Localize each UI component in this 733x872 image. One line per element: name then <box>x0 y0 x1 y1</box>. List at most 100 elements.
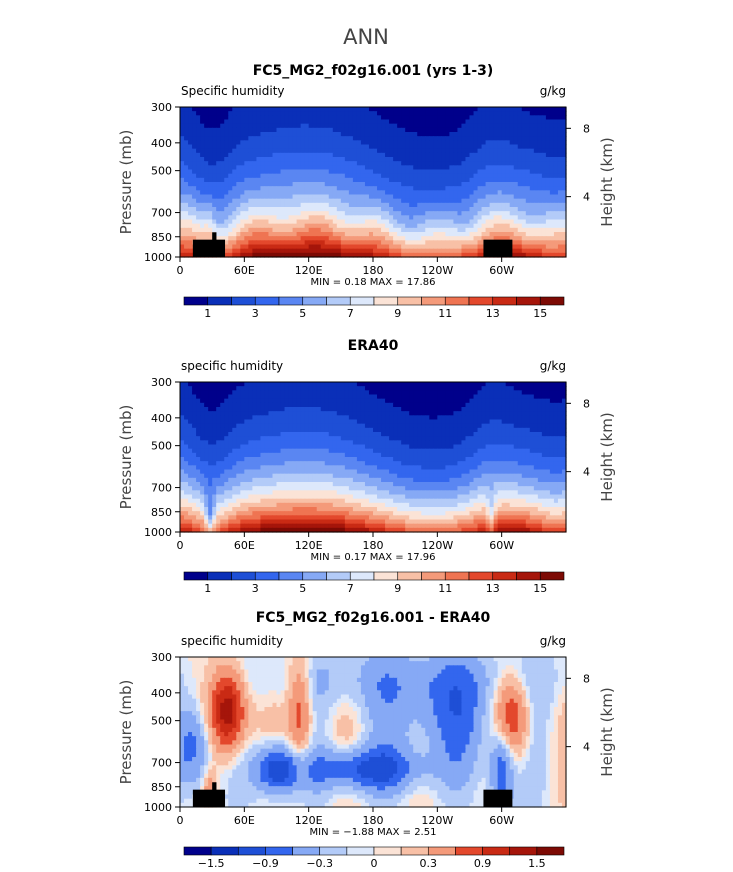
heatmap-cell <box>248 232 253 237</box>
heatmap-cell <box>397 223 402 229</box>
heatmap-cell <box>248 115 253 121</box>
heatmap-cell <box>501 182 507 187</box>
heatmap-cell <box>232 127 237 133</box>
heatmap-cell <box>204 382 209 387</box>
heatmap-cell <box>469 248 475 254</box>
heatmap-cell <box>208 198 213 204</box>
heatmap-cell <box>236 432 241 437</box>
heatmap-cell <box>324 123 330 129</box>
heatmap-cell <box>332 140 338 146</box>
heatmap-cell <box>368 152 374 158</box>
heatmap-cell <box>204 148 209 154</box>
heatmap-cell <box>304 202 310 208</box>
heatmap-cell <box>252 211 257 216</box>
heatmap-cell <box>433 144 438 150</box>
heatmap-cell <box>537 194 543 200</box>
heatmap-cell <box>312 173 318 179</box>
heatmap-cell <box>264 211 270 216</box>
heatmap-cell <box>413 423 418 429</box>
heatmap-cell <box>248 427 253 433</box>
heatmap-cell <box>561 411 567 416</box>
heatmap-cell <box>545 198 551 204</box>
heatmap-cell <box>340 111 346 116</box>
heatmap-cell <box>244 194 249 200</box>
heatmap-cell <box>180 415 185 421</box>
heatmap-cell <box>385 115 390 121</box>
heatmap-cell <box>449 252 455 258</box>
heatmap-cell <box>533 136 539 141</box>
heatmap-cell <box>537 244 543 250</box>
heatmap-cell <box>304 169 310 175</box>
heatmap-cell <box>344 111 350 116</box>
heatmap-cell <box>256 423 262 429</box>
heatmap-cell <box>409 115 414 121</box>
heatmap-cell <box>425 169 430 175</box>
heatmap-cell <box>405 136 410 141</box>
heatmap-cell <box>557 223 563 229</box>
heatmap-cell <box>501 157 507 162</box>
heatmap-cell <box>513 415 519 421</box>
heatmap-cell <box>248 119 253 125</box>
heatmap-cell <box>401 411 406 416</box>
heatmap-cell <box>525 398 531 404</box>
heatmap-cell <box>240 136 245 141</box>
heatmap-cell <box>517 115 523 121</box>
heatmap-cell <box>509 148 515 154</box>
heatmap-cell <box>373 227 378 233</box>
heatmap-cell <box>485 186 491 191</box>
heatmap-cell <box>240 248 245 254</box>
heatmap-cell <box>453 240 459 246</box>
heatmap-cell <box>409 390 414 396</box>
heatmap-cell <box>268 223 274 229</box>
heatmap-cell <box>200 152 205 158</box>
heatmap-cell <box>425 198 430 204</box>
heatmap-cell <box>545 436 551 441</box>
heatmap-cell <box>280 111 286 116</box>
heatmap-cell <box>449 415 455 421</box>
heatmap-cell <box>252 194 257 200</box>
heatmap-cell <box>425 202 430 208</box>
heatmap-cell <box>449 157 455 162</box>
heatmap-cell <box>449 402 455 408</box>
heatmap-cell <box>461 144 467 150</box>
heatmap-cell <box>312 211 318 216</box>
heatmap-cell <box>264 440 270 446</box>
heatmap-cell <box>409 244 414 250</box>
heatmap-cell <box>216 169 221 175</box>
heatmap-cell <box>549 394 555 400</box>
heatmap-cell <box>509 432 515 437</box>
heatmap-cell <box>433 244 438 250</box>
heatmap-cell <box>344 198 350 204</box>
heatmap-cell <box>276 177 282 183</box>
heatmap-cell <box>364 419 370 425</box>
heatmap-cell <box>184 144 189 150</box>
heatmap-cell <box>445 140 450 146</box>
heatmap-cell <box>232 190 237 196</box>
heatmap-cell <box>312 386 318 391</box>
heatmap-cell <box>385 144 390 150</box>
heatmap-cell <box>401 227 406 233</box>
heatmap-cell <box>280 219 286 225</box>
heatmap-cell <box>240 202 245 208</box>
heatmap-cell <box>373 186 378 191</box>
heatmap-cell <box>268 398 274 404</box>
heatmap-cell <box>192 444 197 450</box>
heatmap-cell <box>340 177 346 183</box>
heatmap-cell <box>405 382 410 387</box>
heatmap-cell <box>437 127 442 133</box>
heatmap-cell <box>300 177 306 183</box>
heatmap-cell <box>465 211 471 216</box>
heatmap-cell <box>336 386 342 391</box>
heatmap-cell <box>320 182 326 187</box>
heatmap-cell <box>417 177 422 183</box>
colorbar-box <box>492 296 517 306</box>
heatmap-cell <box>232 436 237 441</box>
heatmap-cell <box>461 407 467 412</box>
heatmap-cell <box>208 219 213 225</box>
heatmap-cell <box>300 248 306 254</box>
heatmap-cell <box>533 427 539 433</box>
heatmap-cell <box>441 415 446 421</box>
heatmap-cell <box>561 194 567 200</box>
topography-mask <box>192 232 513 257</box>
heatmap-cell <box>316 127 322 133</box>
